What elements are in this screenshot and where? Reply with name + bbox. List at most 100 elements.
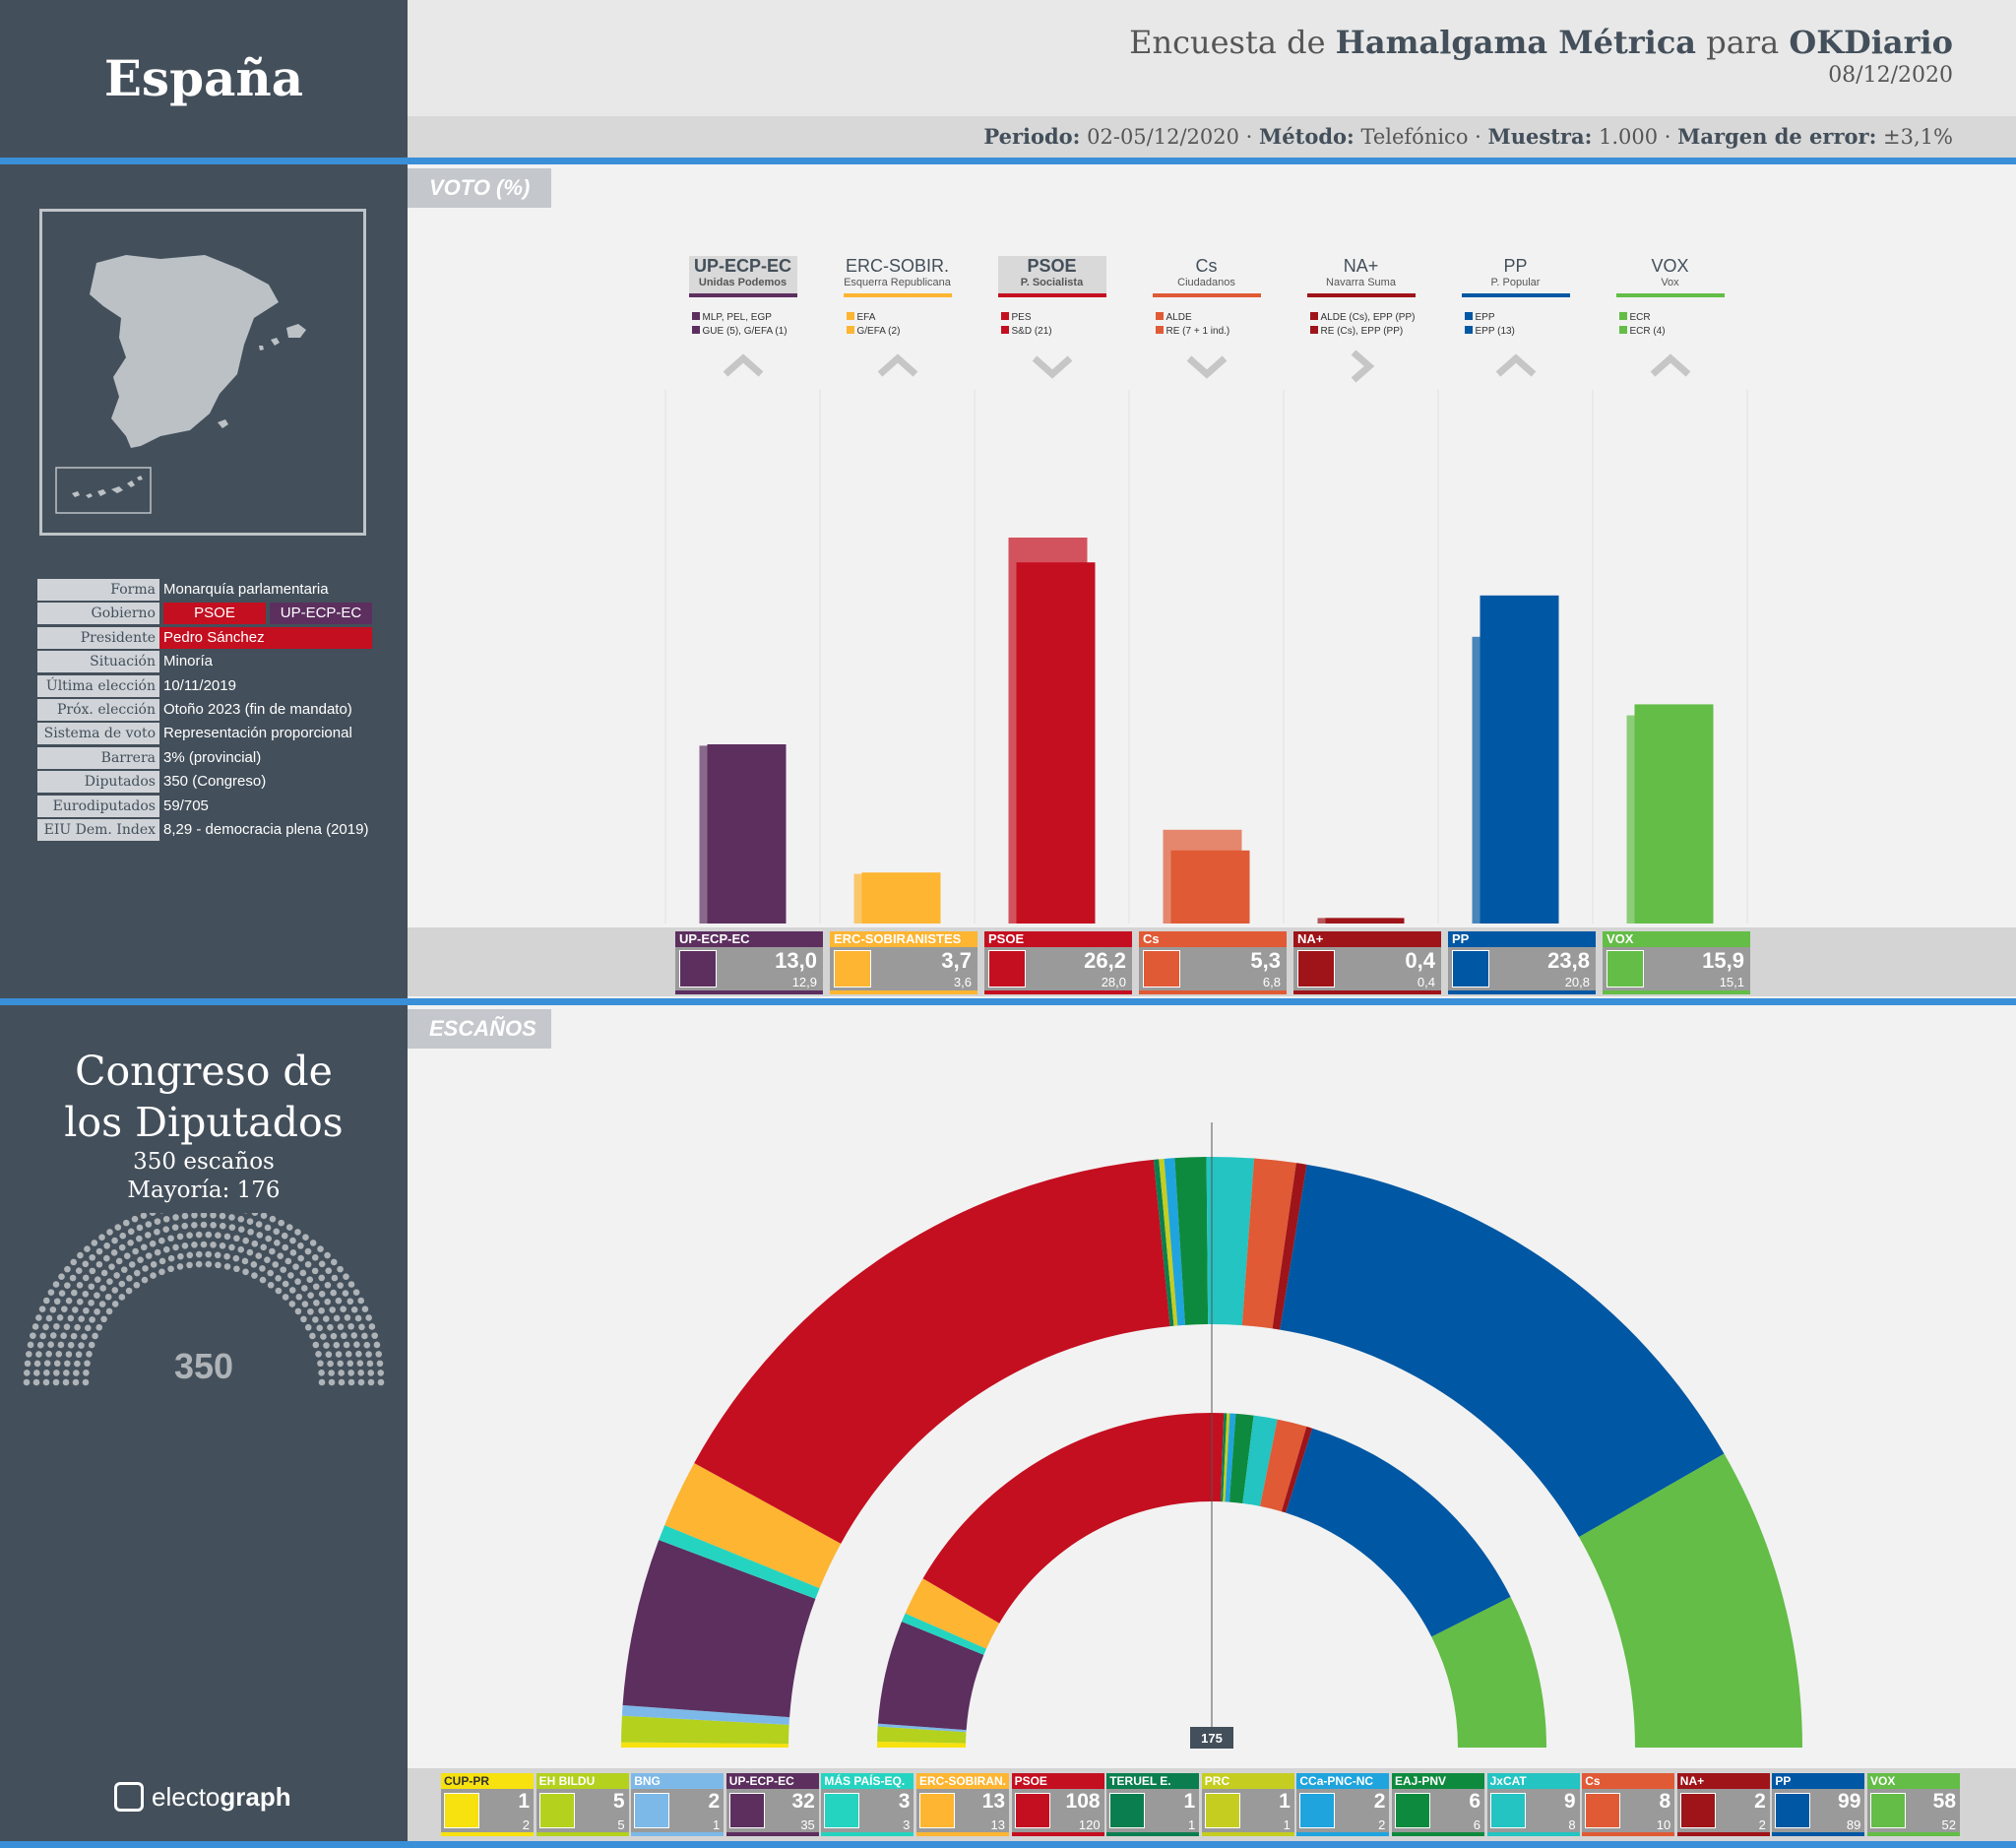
seat-dot [357,1297,365,1305]
vote-previous: 12,9 [791,975,817,989]
vote-chart [664,390,1748,924]
seat-dot [74,1360,81,1368]
seat-dot [74,1323,81,1331]
seat-result-box: Cs 8 10 [1582,1773,1675,1836]
seat-dot [111,1237,118,1244]
seat-dot [95,1247,103,1255]
party-fullname: Ciudadanos [1177,277,1235,288]
vote-result-body: 13,0 12,9 [675,947,823,990]
country-info: Forma Monarquía parlamentaria Gobierno PSOE… [37,579,372,843]
eu-group-label: EPP (13) [1475,326,1515,337]
seat-dot [237,1226,245,1233]
logo-text-bold: graph [220,1782,291,1812]
vote-result-body: 5,3 6,8 [1139,947,1287,990]
seat-dot [264,1256,271,1263]
seat-dot [313,1299,320,1306]
seat-dot [32,1370,40,1376]
seat-dot [131,1215,139,1223]
seat-dot [25,1351,32,1358]
vote-percent: 0,4 [1405,948,1435,973]
eu-group-label: ALDE (Cs), EPP (PP) [1320,312,1416,323]
seat-dot [154,1248,161,1256]
seat-result-underline [1106,1832,1200,1836]
seat-dot [65,1297,73,1305]
seat-dot [176,1233,184,1241]
seat-dot [62,1378,70,1386]
seat-dot [126,1274,133,1282]
vote-result-underline [1293,990,1441,994]
seat-previous: 5 [617,1817,625,1832]
seat-dot [181,1213,189,1220]
seat-dot [144,1232,152,1239]
seat-dot [223,1233,231,1241]
party-fullname: P. Popular [1490,277,1541,288]
info-key: Presidente [37,626,159,649]
seat-dot [361,1306,369,1312]
seat-dot [53,1298,61,1306]
seat-previous: 1 [712,1817,721,1832]
seat-dot [274,1240,281,1246]
eu-group-label: MLP, PEL, EGP [702,312,772,323]
seat-dot [103,1243,110,1249]
seat-result-label: PP [1772,1773,1865,1789]
seat-dot [275,1274,282,1282]
vote-result-underline [1139,990,1287,994]
seat-result-underline [441,1832,534,1836]
seat-result-box: VOX 58 52 [1867,1773,1960,1836]
seat-dot [309,1332,316,1340]
vote-result-underline [675,990,823,994]
seat-dot [365,1314,372,1321]
seat-dot [63,1323,71,1331]
info-row: EIU Dem. Index 8,29 - democracia plena (2… [37,818,372,841]
seat-dot [306,1276,314,1283]
vote-result-body: 0,4 0,4 [1293,947,1441,990]
seat-dot [340,1306,346,1312]
eu-group: RE (7 + 1 ind.) [1155,325,1229,339]
seat-result-underline [1011,1832,1104,1836]
vote-result-box: NA+ 0,4 0,4 [1293,931,1441,994]
seat-result-underline [1296,1832,1390,1836]
seat-result-box: PRC 1 1 [1201,1773,1294,1836]
seat-result-label: CUP-PR [441,1773,534,1789]
divider-bottom [0,1841,2016,1848]
party-logo-icon [728,1793,765,1828]
vote-result-label: VOX [1603,931,1750,947]
eu-group-label: S&D (21) [1011,326,1052,337]
vote-result-box: UP-ECP-EC 13,0 12,9 [675,931,823,994]
seat-segment [1220,1413,1228,1502]
seat-dot [205,1260,213,1268]
seat-dot [205,1231,213,1239]
majority-label: 175 [1201,1731,1223,1746]
seat-dot [35,1314,42,1321]
seat-count: 5 [612,1790,625,1813]
seat-dot [307,1292,314,1299]
section-seats-tab: ESCAÑOS [408,1009,551,1049]
party-name: Cs [1195,256,1218,276]
seat-dot [357,1378,365,1386]
vote-percent: 5,3 [1250,948,1281,973]
party-color-line [1461,293,1570,297]
seat-dot [84,1324,92,1332]
info-value: Minoría [163,653,214,670]
vote-result-box: Cs 5,3 6,8 [1139,931,1287,994]
seat-dot [323,1315,330,1322]
party-logo-icon [1143,950,1180,988]
bar-current [861,872,941,924]
party-header: ERC-SOBIR. Esquerra Republicana [843,256,952,297]
seat-dot [307,1307,314,1315]
vote-result-label: UP-ECP-EC [675,931,823,947]
seat-result-underline [1772,1832,1865,1836]
seat-dot [355,1350,362,1358]
seat-dot [133,1281,141,1289]
seat-dot [24,1360,32,1368]
seat-dot [132,1247,139,1255]
seat-count: 1 [1279,1790,1291,1813]
seat-dot [88,1341,95,1349]
seat-dot [177,1252,184,1260]
party-logo-icon [834,950,871,988]
trend-down-icon [1186,355,1227,379]
seat-result-box: ERC-SOBIRAN. 13 13 [916,1773,1009,1836]
seat-dot [328,1378,336,1386]
seat-dot [105,1307,113,1315]
